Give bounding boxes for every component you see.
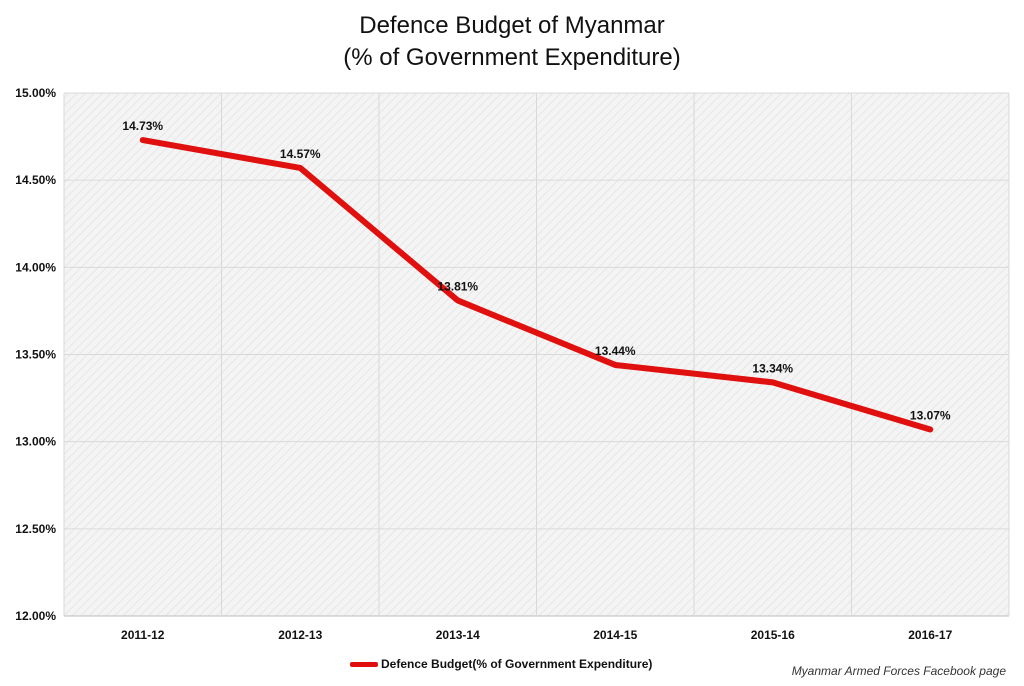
chart-title-main: Defence Budget of Myanmar — [359, 12, 665, 39]
x-axis-ticks: 2011-12 2012-13 2013-14 2014-15 2015-16 2016-… — [121, 628, 953, 642]
x-tick-label: 2012-13 — [278, 628, 322, 642]
y-tick-label: 12.00% — [15, 609, 56, 623]
y-tick-label: 14.00% — [15, 260, 56, 274]
y-tick-label: 14.50% — [15, 173, 56, 187]
data-point — [140, 137, 146, 143]
legend-swatch — [350, 661, 378, 667]
x-tick-label: 2013-14 — [436, 628, 480, 642]
data-point — [927, 426, 933, 432]
chart-title: Defence Budget of Myanmar (% of Governme… — [0, 10, 1024, 74]
data-point — [455, 297, 461, 303]
y-tick-label: 13.50% — [15, 348, 56, 362]
source-note: Myanmar Armed Forces Facebook page — [791, 664, 1006, 678]
x-tick-label: 2016-17 — [908, 628, 952, 642]
data-point — [612, 362, 618, 368]
y-tick-label: 15.00% — [15, 86, 56, 100]
y-axis-ticks: 12.00% 12.50% 13.00% 13.50% 14.00% 14.50% 15.0… — [15, 86, 56, 623]
data-label: 13.44% — [595, 344, 636, 358]
y-tick-label: 12.50% — [15, 522, 56, 536]
data-label: 13.81% — [437, 279, 478, 293]
data-label: 14.73% — [122, 119, 163, 133]
series-line-group — [139, 137, 934, 433]
x-tick-label: 2011-12 — [121, 628, 165, 642]
series-line — [139, 137, 934, 433]
chart-subtitle: (% of Government Expenditure) — [343, 44, 681, 71]
data-labels: 14.73% 14.57% 13.81% 13.44% 13.34% 13.07% — [122, 119, 951, 422]
data-label: 13.34% — [752, 361, 793, 375]
data-point — [770, 379, 776, 385]
data-label: 13.07% — [910, 408, 951, 422]
data-label: 14.57% — [280, 147, 321, 161]
x-tick-label: 2015-16 — [751, 628, 795, 642]
y-tick-label: 13.00% — [15, 435, 56, 449]
data-point — [297, 165, 303, 171]
legend: Defence Budget(% of Government Expenditu… — [350, 654, 652, 674]
vertical-gridlines — [63, 93, 1010, 616]
x-tick-label: 2014-15 — [593, 628, 637, 642]
legend-label: Defence Budget(% of Government Expenditu… — [381, 657, 653, 671]
